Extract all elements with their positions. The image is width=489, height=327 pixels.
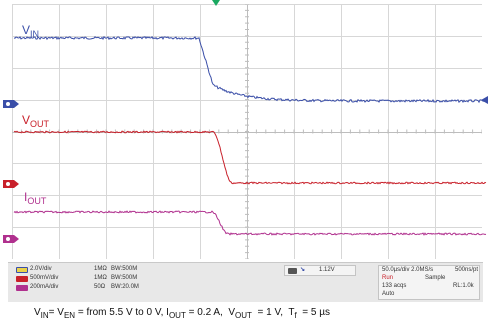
run-state: Run: [382, 275, 394, 281]
timebase-readout: 50.0µs/div 2.0MS/s: [382, 267, 434, 273]
acquisition-count: 133 acqs: [382, 283, 407, 289]
record-length: RL:1.0k: [453, 283, 474, 289]
ch1-ground-marker-icon[interactable]: [2, 99, 20, 109]
scope-readout-bar: 2.0V/div 1MΩ BW:500M 500mV/div 1MΩ BW:50…: [8, 262, 483, 302]
resolution-readout: 500ns/pt: [455, 267, 479, 273]
ch1-scale: 2.0V/div: [30, 266, 52, 272]
trigger-level: 1.12V: [319, 267, 335, 273]
oscilloscope-screen: VIN VOUT IOUT: [2, 0, 488, 259]
trigger-position-icon[interactable]: [212, 0, 220, 6]
ch2-scale: 500mV/div: [30, 275, 59, 281]
ch1-coupling: 1MΩ: [94, 266, 107, 272]
ch2-bandwidth: BW:500M: [111, 275, 138, 281]
ch1-badge: [16, 267, 28, 273]
ch2-badge: [16, 276, 28, 282]
vin-trace-label: VIN: [22, 23, 40, 39]
ch3-scale: 200mA/div: [30, 284, 59, 290]
waveform-traces: [13, 36, 487, 236]
ch3-ground-marker-icon[interactable]: [2, 234, 20, 244]
ch3-badge: [16, 285, 28, 291]
iout-waveform: [13, 210, 487, 236]
ch3-bandwidth: BW:20.0M: [111, 284, 139, 290]
iout-trace-label: IOUT: [24, 190, 47, 206]
vin-waveform: [13, 36, 487, 104]
ch2-coupling: 1MΩ: [94, 275, 107, 281]
ch2-ground-marker-icon[interactable]: [2, 179, 20, 189]
trigger-level-arrow-icon[interactable]: [480, 96, 488, 104]
ch1-bandwidth: BW:500M: [111, 266, 138, 272]
acquisition-readout[interactable]: 50.0µs/div 2.0MS/s 500ns/pt Run Sample 1…: [378, 265, 480, 300]
vout-trace-label: VOUT: [22, 113, 50, 129]
trigger-source-badge: [288, 268, 297, 274]
vout-waveform: [13, 130, 487, 185]
ch3-coupling: 50Ω: [94, 284, 106, 290]
trigger-mode: Auto: [382, 291, 395, 297]
trigger-slope-icon: ↘: [300, 267, 306, 273]
figure-caption: VIN= VEN = from 5.5 V to 0 V, IOUT = 0.2…: [34, 307, 330, 320]
acquisition-mode: Sample: [425, 275, 446, 281]
trigger-readout[interactable]: ↘ 1.12V: [284, 265, 356, 276]
